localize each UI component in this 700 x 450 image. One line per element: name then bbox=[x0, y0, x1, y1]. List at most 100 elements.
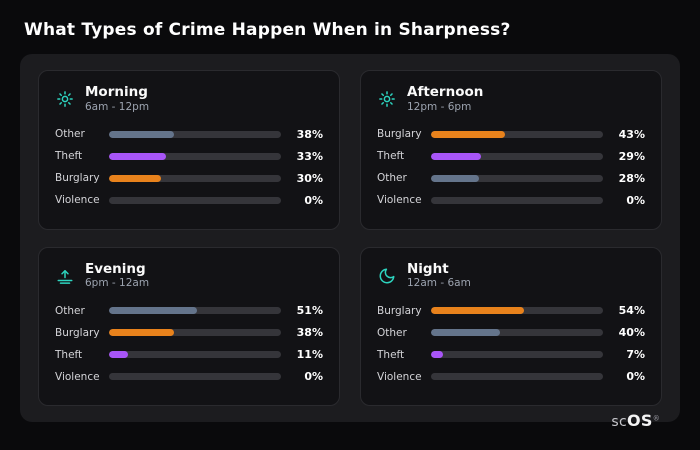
row-value: 29% bbox=[618, 149, 645, 163]
row-label: Theft bbox=[55, 348, 83, 361]
bar-track bbox=[109, 174, 281, 182]
page-title: What Types of Crime Happen When in Sharp… bbox=[24, 20, 511, 40]
row-value: 38% bbox=[296, 326, 323, 339]
bar-fill bbox=[109, 174, 161, 182]
bar-row: Burglary 43% bbox=[377, 123, 645, 145]
row-value: 11% bbox=[296, 348, 323, 361]
card-header: Night 12am - 6am bbox=[377, 261, 645, 291]
bar-fill bbox=[431, 351, 444, 358]
row-label: Burglary bbox=[55, 326, 100, 339]
bar-fill bbox=[109, 351, 128, 358]
row-label: Violence bbox=[55, 370, 100, 383]
card-title: Afternoon bbox=[407, 84, 484, 100]
sunset-icon bbox=[55, 266, 75, 286]
card-subtitle: 12pm - 6pm bbox=[407, 100, 472, 113]
card-title: Evening bbox=[85, 260, 146, 277]
bar-row: Burglary 54% bbox=[377, 300, 645, 322]
bar-track bbox=[109, 130, 281, 138]
bar-track bbox=[431, 307, 603, 314]
bar-track bbox=[431, 196, 603, 204]
bar-row: Other 38% bbox=[55, 123, 323, 145]
bar-fill bbox=[109, 329, 175, 336]
sun-icon bbox=[55, 89, 75, 109]
brand-logo-prefix: sc bbox=[611, 414, 627, 430]
row-value: 43% bbox=[618, 127, 645, 141]
row-label: Violence bbox=[377, 370, 422, 383]
row-label: Other bbox=[377, 326, 407, 339]
bar-fill bbox=[431, 152, 481, 160]
card-title: Morning bbox=[85, 84, 148, 100]
row-value: 38% bbox=[296, 127, 323, 141]
bar-track bbox=[109, 329, 281, 336]
brand-logo-suffix: OS bbox=[626, 411, 653, 430]
row-label: Burglary bbox=[377, 304, 422, 317]
bar-row: Other 40% bbox=[377, 322, 645, 344]
card-titles: Afternoon 12pm - 6pm bbox=[407, 84, 483, 114]
card-subtitle: 6pm - 12am bbox=[85, 277, 150, 290]
card-header: Evening 6pm - 12am bbox=[55, 261, 323, 291]
row-label: Violence bbox=[377, 194, 422, 206]
card-evening: Evening 6pm - 12am Other 51% Burglary 38… bbox=[38, 246, 340, 406]
row-label: Theft bbox=[55, 150, 83, 162]
card-titles: Morning 6am - 12pm bbox=[85, 84, 149, 114]
bar-track bbox=[431, 329, 603, 336]
row-value: 0% bbox=[304, 193, 323, 207]
row-label: Violence bbox=[55, 194, 100, 206]
bar-row: Theft 11% bbox=[55, 344, 323, 366]
card-night: Night 12am - 6am Burglary 54% Other 40% … bbox=[360, 246, 662, 406]
bar-fill bbox=[431, 174, 480, 182]
row-value: 30% bbox=[296, 171, 323, 185]
row-value: 40% bbox=[618, 326, 645, 339]
bar-track bbox=[431, 351, 603, 358]
row-value: 0% bbox=[626, 370, 645, 383]
row-value: 7% bbox=[626, 348, 645, 361]
bar-track bbox=[109, 373, 281, 380]
bar-track bbox=[109, 307, 281, 314]
bar-fill bbox=[431, 130, 505, 138]
row-value: 51% bbox=[296, 304, 323, 317]
row-label: Theft bbox=[377, 348, 405, 361]
bar-row: Burglary 38% bbox=[55, 322, 323, 344]
bar-track bbox=[431, 152, 603, 160]
sun-icon bbox=[377, 89, 397, 109]
bar-row: Other 28% bbox=[377, 167, 645, 189]
bar-row: Violence 0% bbox=[377, 366, 645, 388]
crime-dashboard-panel: Morning 6am - 12pm Other 38% Theft 33% B… bbox=[20, 54, 680, 422]
card-title: Night bbox=[407, 260, 449, 277]
row-value: 28% bbox=[618, 171, 645, 185]
row-value: 0% bbox=[304, 370, 323, 383]
card-header: Morning 6am - 12pm bbox=[55, 84, 323, 114]
bar-row: Violence 0% bbox=[55, 366, 323, 388]
card-header: Afternoon 12pm - 6pm bbox=[377, 84, 645, 114]
moon-icon bbox=[377, 266, 397, 286]
brand-logo: scOS® bbox=[611, 411, 660, 430]
card-titles: Evening 6pm - 12am bbox=[85, 261, 149, 291]
bar-row: Violence 0% bbox=[55, 189, 323, 211]
bar-row: Violence 0% bbox=[377, 189, 645, 211]
card-subtitle: 12am - 6am bbox=[407, 277, 471, 290]
bar-row: Burglary 30% bbox=[55, 167, 323, 189]
row-value: 33% bbox=[296, 149, 323, 163]
card-titles: Night 12am - 6am bbox=[407, 261, 471, 291]
row-label: Other bbox=[55, 128, 85, 140]
bar-row: Theft 7% bbox=[377, 344, 645, 366]
row-label: Other bbox=[377, 172, 407, 184]
bar-fill bbox=[109, 307, 197, 314]
bar-track bbox=[109, 351, 281, 358]
card-grid: Morning 6am - 12pm Other 38% Theft 33% B… bbox=[38, 70, 662, 406]
bar-fill bbox=[109, 152, 166, 160]
card-morning: Morning 6am - 12pm Other 38% Theft 33% B… bbox=[38, 70, 340, 230]
bar-track bbox=[431, 373, 603, 380]
card-afternoon: Afternoon 12pm - 6pm Burglary 43% Theft … bbox=[360, 70, 662, 230]
bar-track bbox=[431, 130, 603, 138]
bar-fill bbox=[109, 130, 175, 138]
bar-row: Theft 33% bbox=[55, 145, 323, 167]
row-label: Burglary bbox=[377, 128, 422, 140]
bar-row: Other 51% bbox=[55, 300, 323, 322]
card-subtitle: 6am - 12pm bbox=[85, 100, 150, 113]
bar-fill bbox=[431, 307, 524, 314]
bar-track bbox=[109, 196, 281, 204]
row-value: 54% bbox=[618, 304, 645, 317]
bar-fill bbox=[431, 329, 500, 336]
bar-track bbox=[109, 152, 281, 160]
